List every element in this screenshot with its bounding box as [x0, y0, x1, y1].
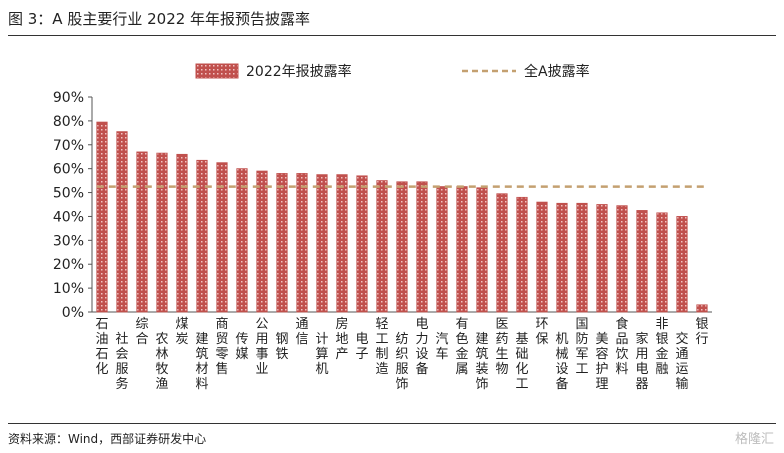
x-tick-label: 煤炭	[175, 317, 188, 347]
y-tick-label: 20%	[53, 257, 84, 273]
bar	[376, 180, 388, 313]
x-tick-label: 农林牧渔	[155, 332, 168, 392]
y-axis: 0% 10% 20% 30% 40% 50% 60% 70% 80% 90%	[53, 90, 712, 321]
y-tick-label: 90%	[53, 90, 84, 106]
x-tick-label: 环保	[535, 317, 548, 347]
y-tick-label: 40%	[53, 209, 84, 225]
bar	[616, 205, 628, 313]
x-tick-label: 电力设备	[415, 317, 428, 377]
legend-swatch-bars	[195, 63, 239, 79]
x-tick-label: 机械设备	[555, 332, 568, 392]
bars	[96, 121, 708, 313]
bar	[256, 170, 268, 313]
y-tick-label: 50%	[53, 186, 84, 202]
x-tick-label: 传媒	[235, 332, 248, 362]
x-tick-label: 建筑材料	[195, 332, 208, 392]
x-tick-label: 有色金属	[455, 317, 468, 377]
bar	[296, 173, 308, 313]
bar	[436, 186, 448, 313]
y-tick-label: 10%	[53, 281, 84, 297]
bar	[696, 304, 708, 313]
y-tick-label: 30%	[53, 233, 84, 249]
x-tick-label: 公用事业	[255, 317, 268, 377]
x-tick-label: 通信	[295, 317, 308, 347]
bar	[516, 196, 528, 313]
bar	[496, 193, 508, 313]
x-tick-label: 交通运输	[675, 331, 688, 392]
bar	[316, 174, 328, 313]
source-note: 资料来源：Wind，西部证券研发中心	[8, 432, 207, 446]
bar	[216, 162, 228, 313]
x-tick-label: 轻工制造	[375, 317, 388, 377]
bar	[396, 181, 408, 313]
bar	[336, 174, 348, 313]
watermark-logo: 格隆汇	[734, 432, 774, 447]
bar	[96, 121, 108, 313]
legend: 2022年报披露率 全A披露率	[195, 63, 590, 80]
x-tick-label: 电子	[355, 332, 368, 362]
x-tick-label: 银行	[695, 317, 708, 347]
x-tick-label: 综合	[135, 317, 148, 347]
bar	[116, 131, 128, 313]
x-tick-label: 建筑装饰	[475, 332, 488, 392]
bar	[236, 168, 248, 313]
bar	[276, 173, 288, 313]
legend-label-bars: 2022年报披露率	[246, 63, 352, 80]
bar	[536, 201, 548, 313]
x-tick-label: 商贸零售	[215, 317, 228, 377]
x-tick-label: 医药生物	[495, 317, 508, 377]
figure-title: 图 3：A 股主要行业 2022 年年报预告披露率	[8, 10, 311, 28]
x-tick-label: 食品饮料	[615, 316, 628, 377]
bar	[456, 186, 468, 313]
bar	[596, 204, 608, 313]
bar	[556, 202, 568, 313]
bar	[176, 153, 188, 313]
bar	[356, 175, 368, 313]
x-tick-label: 纺织服饰	[395, 332, 408, 392]
y-tick-label: 0%	[62, 305, 84, 321]
x-tick-label: 钢铁	[275, 332, 288, 362]
bar	[576, 202, 588, 313]
x-tick-label: 房地产	[335, 316, 348, 362]
bar	[416, 181, 428, 313]
x-tick-label: 汽车	[435, 332, 448, 362]
x-tick-label: 社会服务	[115, 331, 128, 392]
x-tick-label: 计算机	[315, 332, 328, 377]
bar	[196, 159, 208, 313]
x-tick-label: 非银金融	[655, 317, 668, 377]
x-tick-label: 基础化工	[515, 332, 528, 392]
x-tick-label: 美容护理	[595, 332, 608, 392]
bar	[676, 216, 688, 313]
source-rule	[8, 423, 776, 424]
x-tick-label: 国防军工	[575, 317, 588, 377]
y-tick-label: 70%	[53, 138, 84, 154]
x-tick-label: 家用电器	[635, 331, 648, 392]
y-tick-label: 80%	[53, 114, 84, 130]
bar	[136, 151, 148, 313]
x-tick-label: 石油石化	[95, 317, 108, 377]
y-tick-label: 60%	[53, 162, 84, 178]
bar	[156, 152, 168, 313]
bar	[476, 187, 488, 313]
legend-label-reference: 全A披露率	[524, 63, 590, 80]
title-rule	[8, 35, 776, 36]
bar-chart: 2022年报披露率 全A披露率 0% 10% 20% 30% 40% 50% 60% 70% 80…	[53, 63, 712, 392]
bar	[636, 210, 648, 313]
bar	[656, 212, 668, 313]
